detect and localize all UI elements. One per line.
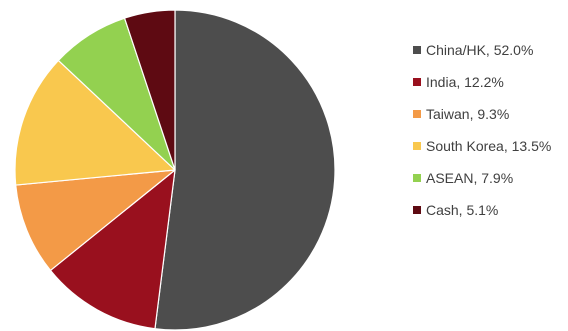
pie-slice-india: [49, 169, 176, 330]
legend: China/HK, 52.0% India, 12.2% Taiwan, 9.3% S…: [413, 42, 551, 218]
legend-label-china-hk: China/HK, 52.0%: [426, 42, 533, 58]
legend-label-india: India, 12.2%: [426, 74, 504, 90]
pie-slices: [14, 9, 336, 331]
legend-swatch-india: [413, 78, 421, 86]
legend-swatch-south-korea: [413, 142, 421, 150]
legend-label-asean: ASEAN, 7.9%: [426, 170, 513, 186]
pie-slice-south-korea: [14, 59, 176, 186]
legend-label-cash: Cash, 5.1%: [426, 202, 498, 218]
pie-slice-china-hk: [154, 9, 336, 331]
legend-swatch-asean: [413, 174, 421, 182]
legend-label-taiwan: Taiwan, 9.3%: [426, 106, 509, 122]
legend-swatch-taiwan: [413, 110, 421, 118]
legend-label-south-korea: South Korea, 13.5%: [426, 138, 551, 154]
legend-swatch-cash: [413, 206, 421, 214]
legend-swatch-china-hk: [413, 46, 421, 54]
pie-slice-cash: [124, 9, 176, 171]
pie-slice-taiwan: [15, 169, 176, 272]
